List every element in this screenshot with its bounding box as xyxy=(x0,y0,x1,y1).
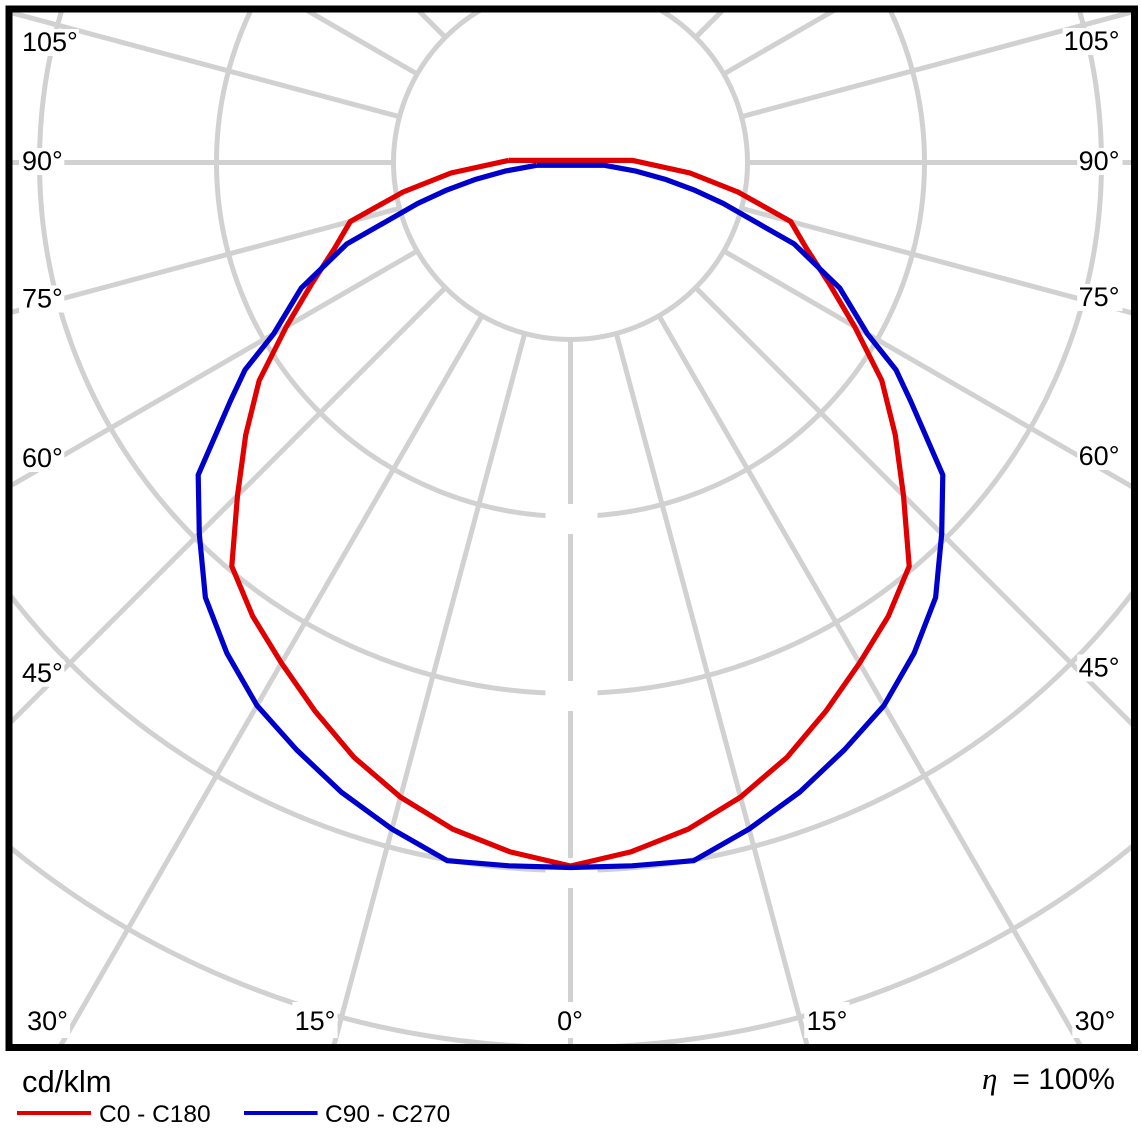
svg-text:30°: 30° xyxy=(27,1006,68,1036)
svg-text:45°: 45° xyxy=(22,658,63,688)
svg-text:cd/klm: cd/klm xyxy=(22,1064,112,1099)
svg-text:C0 - C180: C0 - C180 xyxy=(99,1101,211,1128)
svg-text:75°: 75° xyxy=(1079,282,1120,312)
svg-text:105°: 105° xyxy=(1064,26,1120,56)
svg-text:0°: 0° xyxy=(557,1006,583,1036)
svg-text:30°: 30° xyxy=(1075,1006,1116,1036)
svg-text:C90 - C270: C90 - C270 xyxy=(325,1101,450,1128)
svg-text:= 100%: = 100% xyxy=(1004,1063,1115,1096)
svg-text:60°: 60° xyxy=(22,443,63,473)
svg-text:45°: 45° xyxy=(1079,653,1120,683)
svg-text:60°: 60° xyxy=(1079,441,1120,471)
svg-text:15°: 15° xyxy=(295,1006,336,1036)
svg-text:75°: 75° xyxy=(22,284,63,314)
svg-text:105°: 105° xyxy=(22,27,78,57)
svg-text:90°: 90° xyxy=(22,146,63,176)
svg-text:90°: 90° xyxy=(1079,146,1120,176)
svg-text:15°: 15° xyxy=(807,1006,848,1036)
svg-text:η: η xyxy=(982,1061,997,1096)
